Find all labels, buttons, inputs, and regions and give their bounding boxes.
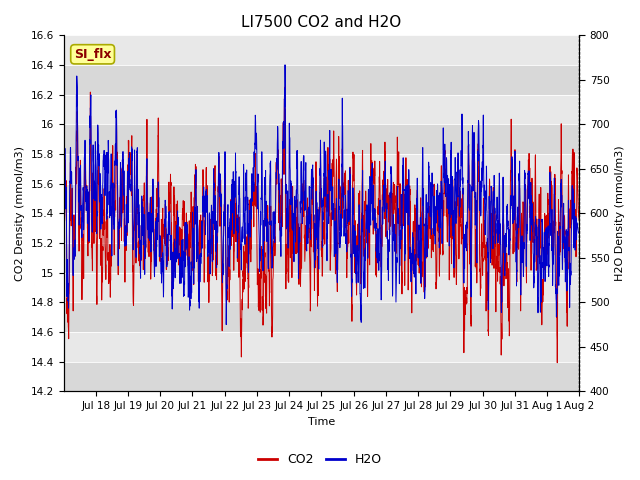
Bar [63, 243, 579, 273]
Bar [63, 36, 579, 65]
Text: SI_flx: SI_flx [74, 48, 111, 61]
Bar [63, 332, 579, 361]
X-axis label: Time: Time [308, 417, 335, 427]
Bar [63, 302, 579, 332]
Bar [63, 154, 579, 184]
Legend: CO2, H2O: CO2, H2O [253, 448, 387, 471]
Bar [63, 95, 579, 124]
Bar [63, 213, 579, 243]
Bar [63, 124, 579, 154]
Bar [63, 65, 579, 95]
Bar [63, 273, 579, 302]
Title: LI7500 CO2 and H2O: LI7500 CO2 and H2O [241, 15, 401, 30]
Bar [63, 361, 579, 391]
Bar [63, 184, 579, 213]
Y-axis label: CO2 Density (mmol/m3): CO2 Density (mmol/m3) [15, 146, 25, 281]
Y-axis label: H2O Density (mmol/m3): H2O Density (mmol/m3) [615, 145, 625, 281]
